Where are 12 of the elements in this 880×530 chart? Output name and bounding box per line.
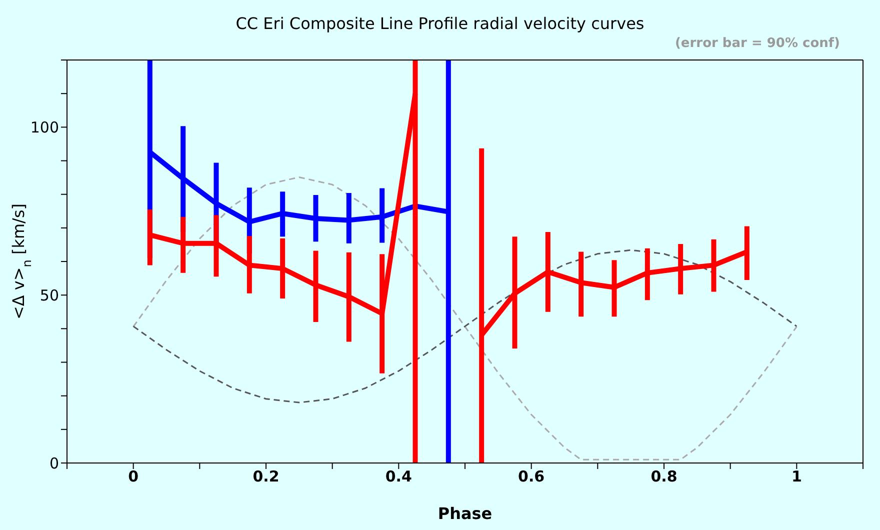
chart-title: CC Eri Composite Line Profile radial velocity curves <box>234 14 646 33</box>
y-tick-label: 50 <box>40 286 59 304</box>
x-tick-label: 0.6 <box>518 468 545 486</box>
y-tick-label: 100 <box>30 118 59 136</box>
x-tick-label: 0.8 <box>650 468 678 486</box>
x-axis-title: Phase <box>438 504 492 523</box>
x-tick-label: 1 <box>791 468 802 486</box>
x-tick-label: 0 <box>128 468 139 486</box>
y-tick-label: 0 <box>49 454 59 472</box>
x-tick-label: 0.4 <box>385 468 412 486</box>
text: (error bar = 90% conf) <box>674 36 840 51</box>
x-tick-label: 0.2 <box>252 468 280 486</box>
